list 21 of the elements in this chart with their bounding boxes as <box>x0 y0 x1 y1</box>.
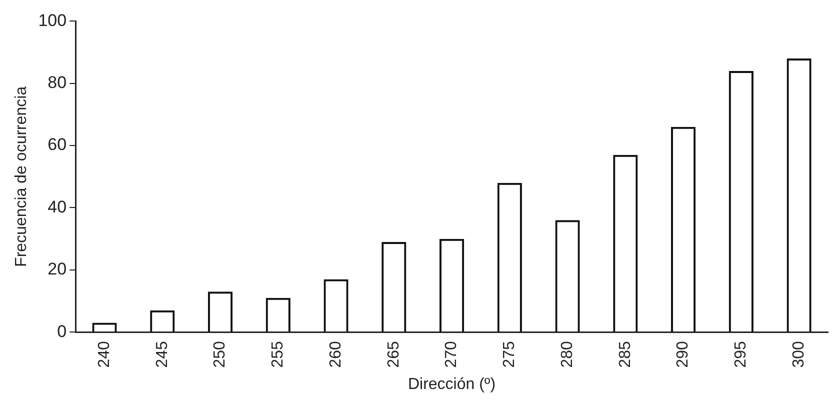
y-tick-label: 0 <box>57 322 67 341</box>
x-tick-label: 250 <box>212 341 229 368</box>
x-tick-label: 290 <box>674 341 692 368</box>
y-tick-label: 60 <box>48 135 67 154</box>
y-tick-label: 20 <box>48 260 67 279</box>
x-tick-label: 285 <box>616 341 634 368</box>
x-tick-label: 260 <box>327 341 344 368</box>
y-tick-label: 100 <box>38 10 67 30</box>
x-tick-label: 300 <box>790 341 808 368</box>
y-tick-label: 80 <box>48 73 67 92</box>
x-tick-label: 240 <box>96 341 113 368</box>
y-tick-label: 40 <box>48 197 67 216</box>
x-tick-label: 245 <box>154 341 171 368</box>
x-tick-label: 255 <box>270 341 287 368</box>
x-axis-title: Dirección (º) <box>408 376 496 393</box>
x-tick-label: 270 <box>443 341 460 368</box>
x-tick-label: 280 <box>558 341 576 368</box>
y-axis-title: Frecuencia de ocurrencia <box>13 86 30 267</box>
x-tick-label: 275 <box>501 341 518 368</box>
x-tick-label: 265 <box>385 341 402 368</box>
x-tick-label: 295 <box>732 341 750 368</box>
